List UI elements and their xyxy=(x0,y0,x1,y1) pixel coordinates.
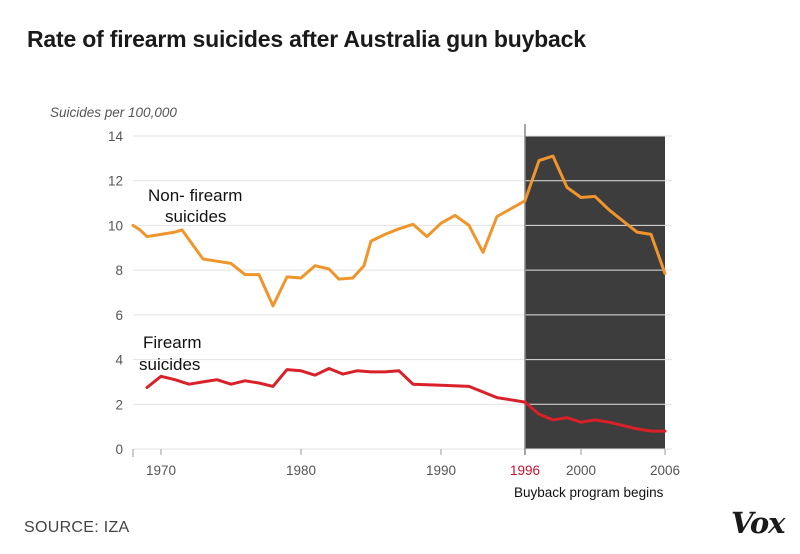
y-tick-label: 0 xyxy=(115,442,123,457)
firearm-series-label: Firearm xyxy=(143,333,202,352)
non-firearm-series-label: suicides xyxy=(165,207,226,226)
x-tick-label: 2000 xyxy=(566,463,596,478)
buyback-annotation: Buyback program begins xyxy=(514,485,664,500)
source-note: SOURCE: IZA xyxy=(24,519,130,536)
buyback-year-label: 1996 xyxy=(510,463,540,478)
x-tick-label: 1990 xyxy=(426,463,456,478)
firearm-series-label: suicides xyxy=(139,355,200,374)
y-axis-label: Suicides per 100,000 xyxy=(50,105,177,120)
y-tick-label: 14 xyxy=(108,129,124,144)
series-labels: Non- firearm suicides Firearm suicides xyxy=(139,186,242,374)
y-tick-label: 4 xyxy=(115,353,123,368)
series-lines xyxy=(131,154,667,433)
non-firearm-line xyxy=(131,154,667,308)
y-tick-label: 6 xyxy=(115,308,123,323)
non-firearm-series-label: Non- firearm xyxy=(148,186,242,205)
buyback-period-shade xyxy=(525,136,665,449)
x-tick-label: 2006 xyxy=(650,463,680,478)
vox-logo: Vox xyxy=(731,506,785,540)
chart-title: Rate of firearm suicides after Australia… xyxy=(27,26,586,52)
y-tick-label: 12 xyxy=(108,174,123,189)
y-tick-label: 10 xyxy=(108,218,123,233)
x-tick-label: 1980 xyxy=(286,463,316,478)
y-tick-label: 8 xyxy=(115,263,123,278)
x-tick-label: 1970 xyxy=(146,463,176,478)
x-ticks: 1970 1980 1990 2000 2006 xyxy=(146,449,680,478)
y-tick-label: 2 xyxy=(115,397,123,412)
y-ticks: 0 2 4 6 8 10 12 14 xyxy=(108,129,124,457)
gridlines xyxy=(132,135,672,457)
firearm-line xyxy=(145,367,667,433)
